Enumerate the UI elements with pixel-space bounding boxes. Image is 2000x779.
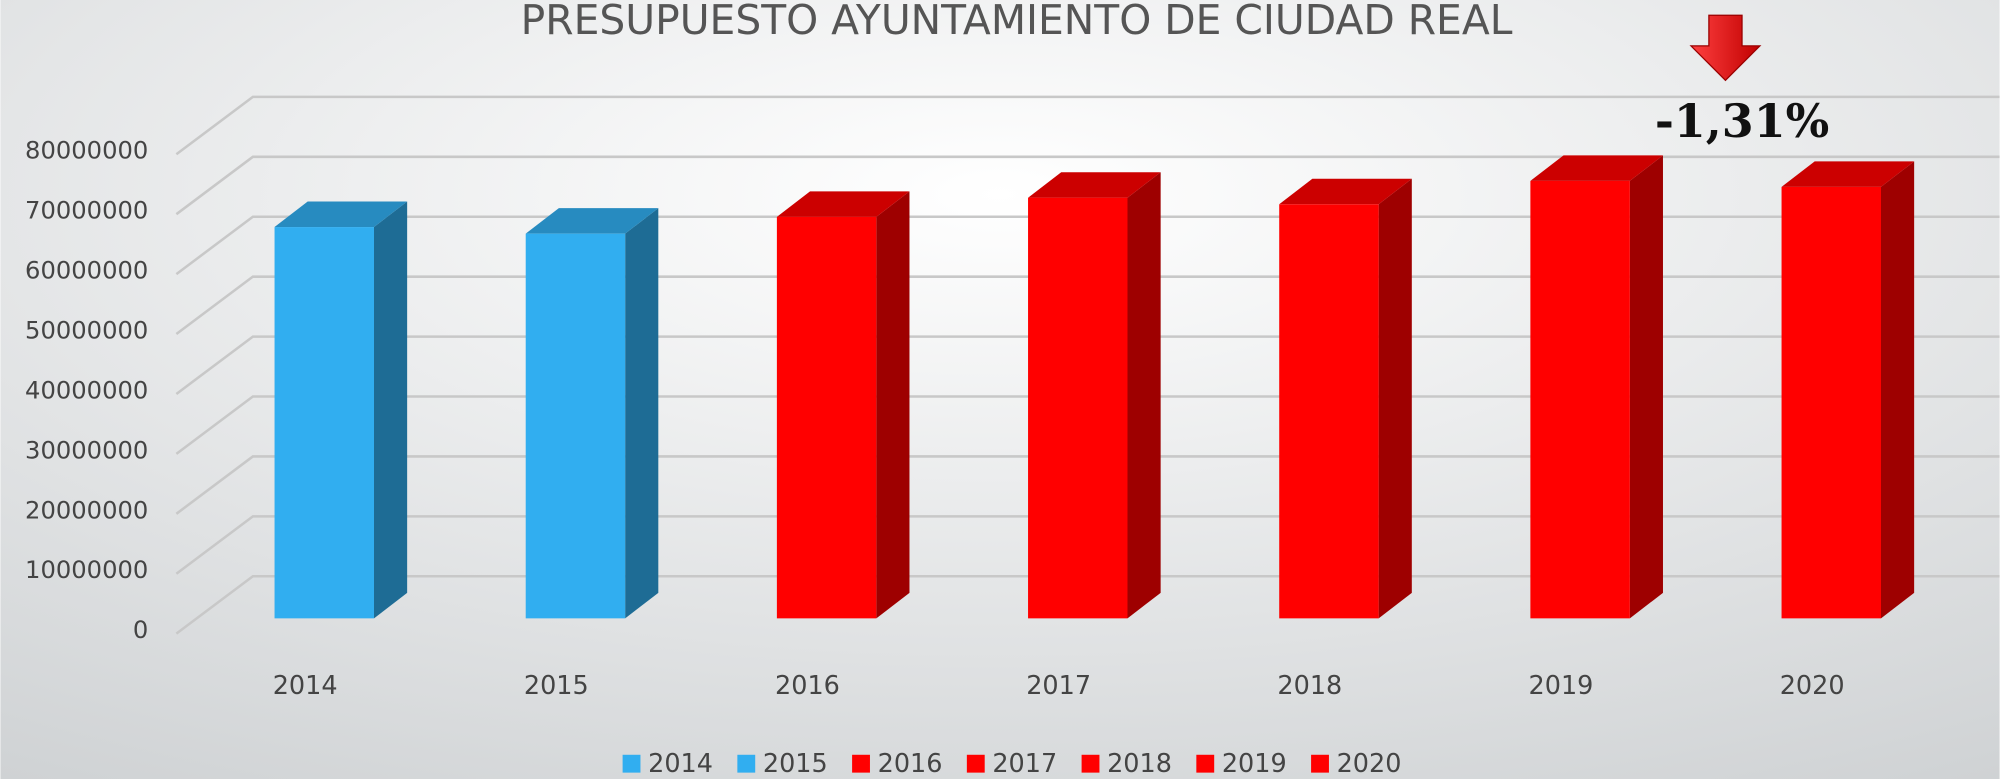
- y-tick-label: 20000000: [25, 496, 148, 524]
- bar-top: [274, 201, 408, 228]
- y-tick-label: 40000000: [25, 376, 148, 404]
- grid-line: [175, 335, 2000, 395]
- legend-swatch: [966, 754, 985, 773]
- y-tick-label: 80000000: [25, 137, 148, 165]
- annotation: -1,31%: [1655, 94, 1829, 148]
- bar: [1781, 186, 1881, 619]
- grid-line: [175, 575, 2000, 635]
- legend-label: 2018: [1107, 749, 1172, 779]
- grid-line: [175, 215, 2000, 276]
- legend-swatch: [622, 754, 641, 773]
- legend-label: 2014: [648, 749, 713, 779]
- bar-top: [1279, 178, 1412, 205]
- legend-swatch: [1311, 754, 1329, 773]
- x-tick-label: 2014: [273, 671, 338, 701]
- y-tick-label: 60000000: [25, 257, 148, 285]
- x-tick-label: 2016: [775, 671, 840, 701]
- legend-swatch: [737, 754, 756, 773]
- grid-line: [175, 515, 2000, 575]
- legend-label: 2016: [878, 749, 943, 779]
- y-tick-label: 50000000: [25, 316, 148, 344]
- bar-top: [1781, 161, 1915, 187]
- bar-top: [1530, 155, 1663, 181]
- bar-top: [776, 191, 910, 217]
- bar: [274, 227, 374, 619]
- bar-side: [373, 201, 408, 619]
- bar-side: [1127, 172, 1161, 619]
- y-tick-label: 70000000: [25, 197, 148, 225]
- y-tick-label: 10000000: [25, 556, 148, 584]
- bar-side: [1629, 155, 1663, 619]
- bar: [525, 233, 626, 619]
- bar: [1279, 204, 1379, 619]
- bar-top: [525, 208, 659, 234]
- legend-label: 2020: [1337, 749, 1402, 779]
- chart-title: PRESUPUESTO AYUNTAMIENTO DE CIUDAD REAL: [521, 0, 1513, 44]
- bar-side: [876, 191, 910, 619]
- legend-label: 2017: [992, 749, 1057, 779]
- legend-swatch: [1081, 754, 1100, 773]
- grid-line: [175, 455, 2000, 515]
- x-tick-label: 2017: [1026, 671, 1091, 701]
- grid-line: [175, 395, 2000, 455]
- down-arrow: [1689, 14, 1762, 82]
- legend-swatch: [852, 754, 870, 773]
- grid-line: [175, 95, 2000, 156]
- y-tick-label: 30000000: [25, 436, 148, 464]
- bar: [776, 216, 877, 619]
- legend-swatch: [1196, 754, 1215, 773]
- grid-line: [175, 155, 2000, 216]
- bar: [1530, 180, 1630, 619]
- legend-label: 2019: [1222, 749, 1287, 779]
- x-tick-label: 2015: [524, 671, 589, 701]
- y-tick-label: 0: [133, 616, 148, 644]
- bar: [1028, 197, 1128, 619]
- bar-side: [1378, 178, 1412, 619]
- bar-side: [625, 208, 659, 619]
- bar-top: [1028, 172, 1161, 198]
- legend-label: 2015: [763, 749, 828, 779]
- grid-line: [175, 275, 2000, 336]
- x-tick-label: 2019: [1529, 671, 1594, 701]
- bar-side: [1880, 161, 1915, 619]
- x-tick-label: 2018: [1277, 671, 1342, 701]
- x-tick-label: 2020: [1780, 671, 1845, 701]
